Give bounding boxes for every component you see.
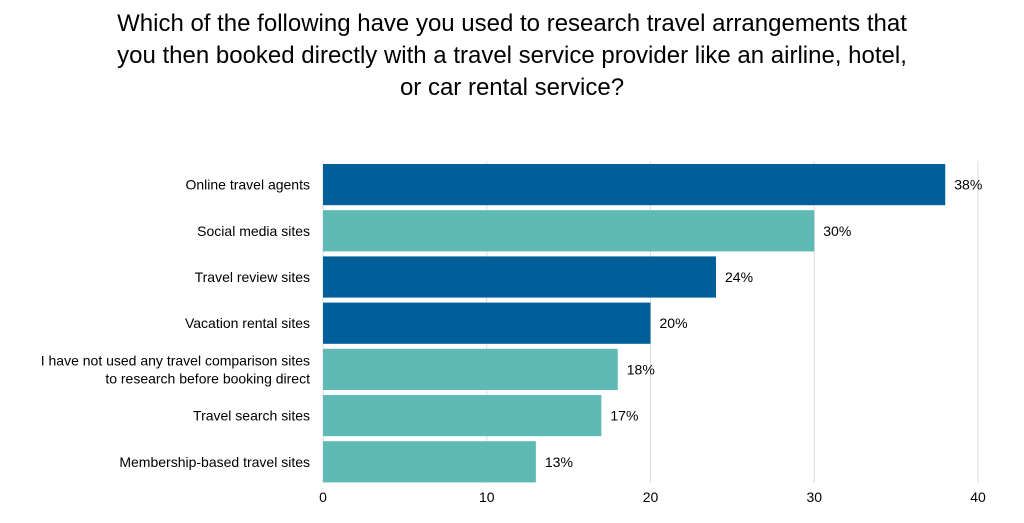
data-label: 24% <box>725 269 753 285</box>
data-label: 20% <box>660 315 688 331</box>
data-label: 38% <box>954 177 982 193</box>
bars <box>323 164 946 483</box>
data-label: 18% <box>627 361 655 377</box>
bar <box>323 302 651 344</box>
bar <box>323 395 602 437</box>
category-label: Travel review sites <box>195 269 310 285</box>
category-label: to research before booking direct <box>105 370 310 386</box>
x-tick-label: 30 <box>806 489 822 505</box>
bar <box>323 441 536 483</box>
category-label: Vacation rental sites <box>185 315 310 331</box>
category-label: Social media sites <box>197 223 310 239</box>
x-tick-label: 10 <box>479 489 495 505</box>
bar <box>323 256 716 298</box>
bar <box>323 164 946 206</box>
chart-title: Which of the following have you used to … <box>117 10 907 101</box>
data-label: 30% <box>823 223 851 239</box>
bar <box>323 210 815 252</box>
category-label: Membership-based travel sites <box>119 454 310 470</box>
x-tick-label: 20 <box>643 489 659 505</box>
labels: 0 10 20 30 40 38% Online travel agents 30% Socia… <box>41 177 986 505</box>
x-tick-label: 0 <box>319 489 327 505</box>
x-tick-label: 40 <box>970 489 986 505</box>
bar <box>323 348 618 390</box>
category-label: Travel search sites <box>193 408 310 424</box>
data-label: 13% <box>545 454 573 470</box>
data-label: 17% <box>610 408 638 424</box>
category-label: I have not used any travel comparison si… <box>41 352 310 368</box>
category-label: Online travel agents <box>185 177 310 193</box>
